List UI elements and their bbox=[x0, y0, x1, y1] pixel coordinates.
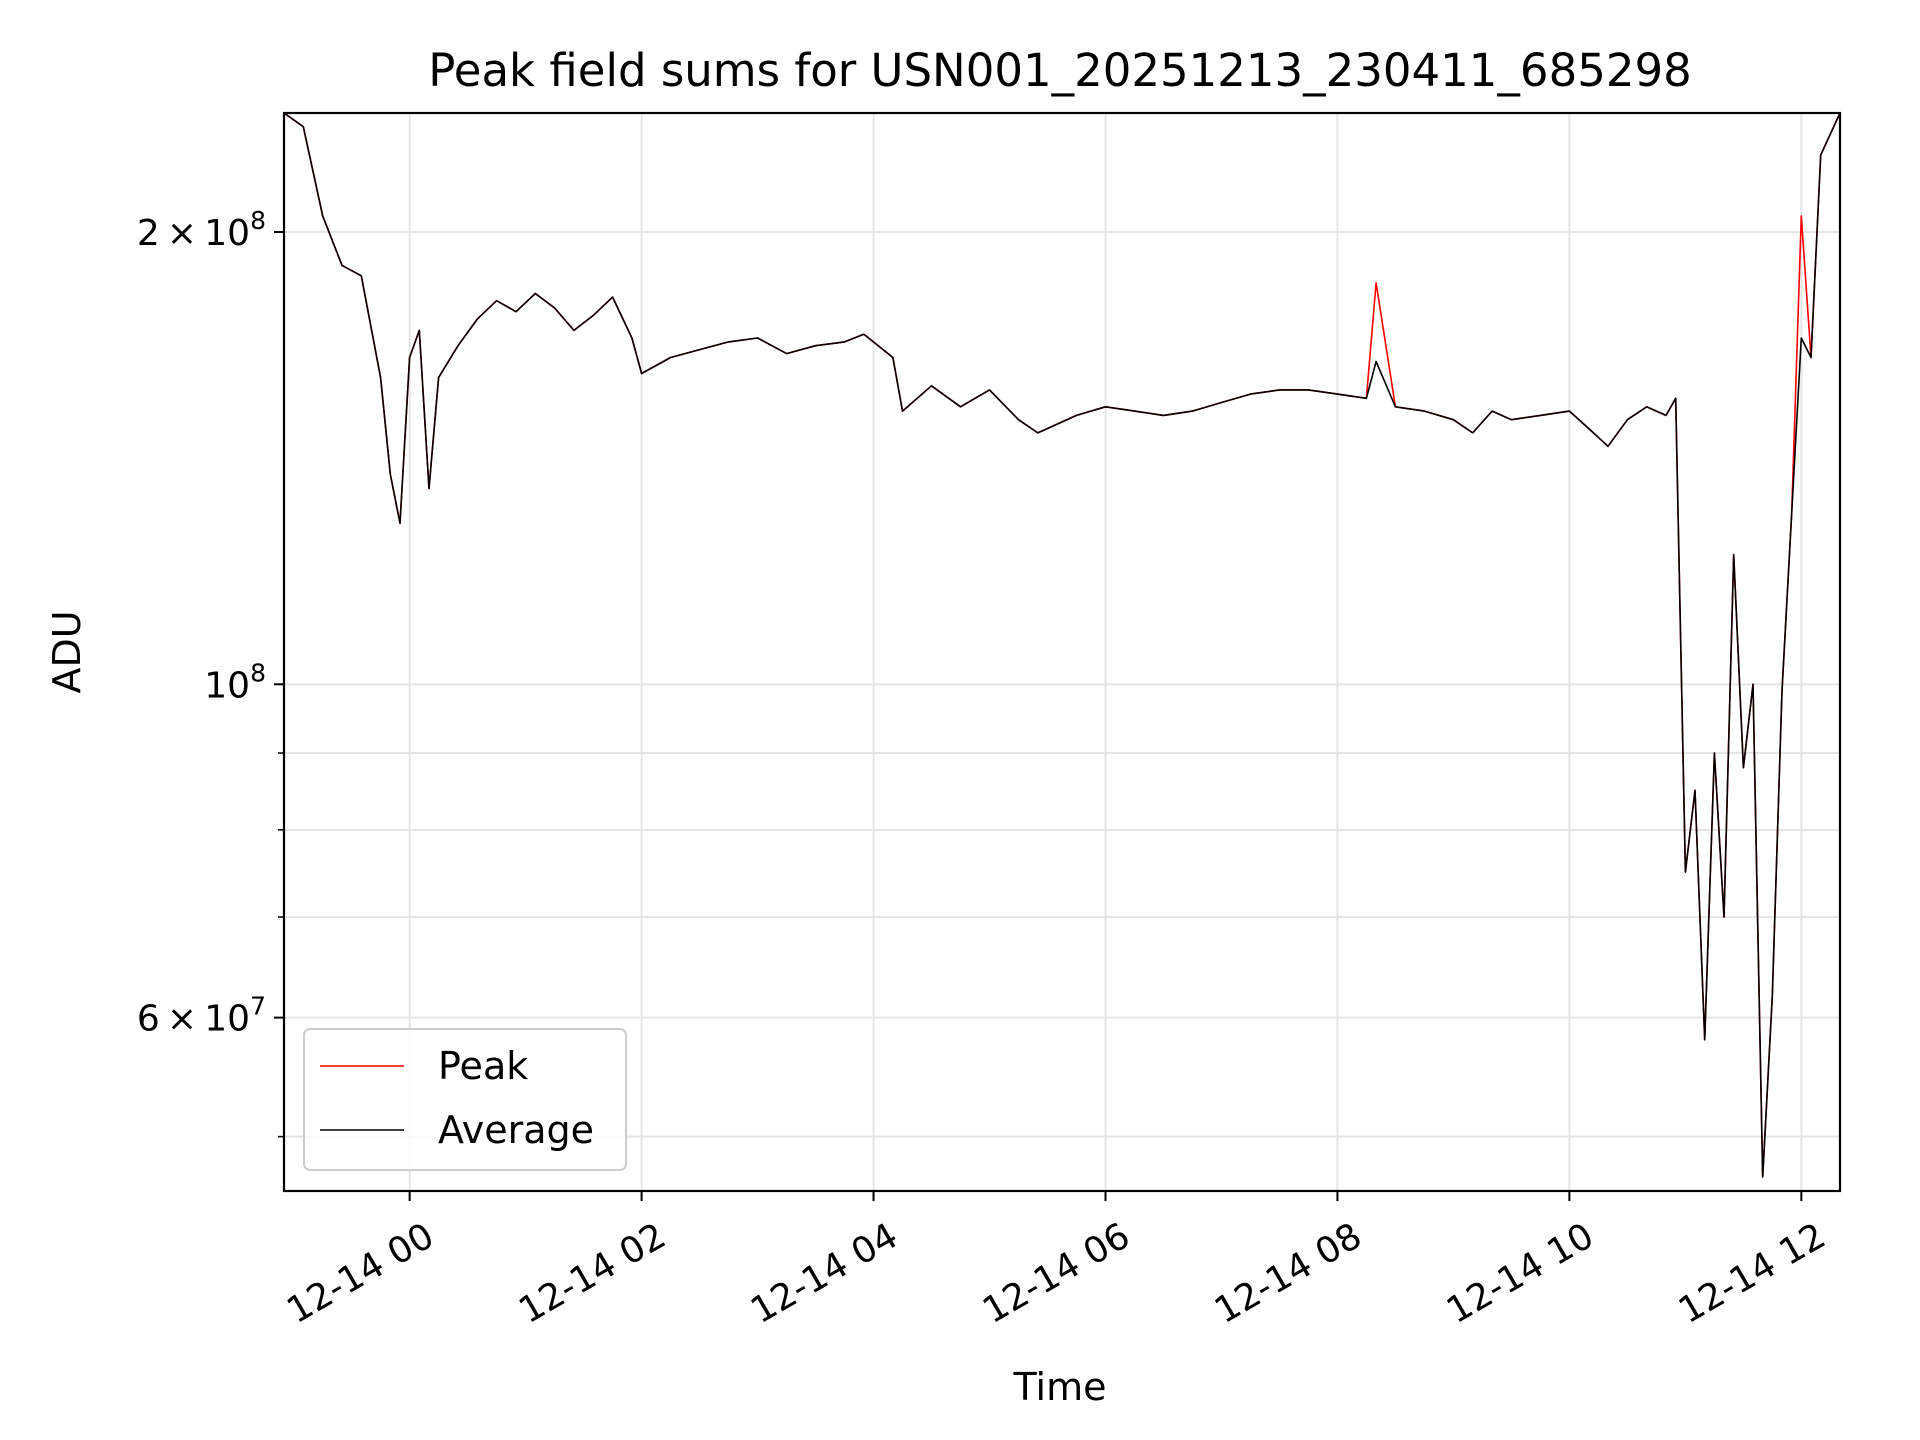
legend-label-average: Average bbox=[438, 1108, 594, 1152]
y-axis-title: ADU bbox=[45, 610, 89, 693]
y-axis: 6 × 107 108 2 × 108 bbox=[137, 206, 284, 1138]
series-line-average bbox=[284, 113, 1840, 1178]
plot-frame bbox=[282, 111, 1842, 1193]
x-axis-title: Time bbox=[1013, 1365, 1107, 1409]
legend-label-peak: Peak bbox=[438, 1044, 528, 1088]
series-layer bbox=[284, 113, 1840, 1178]
y-tick-label: 108 bbox=[204, 658, 266, 706]
chart-title: Peak field sums for USN001_20251213_2304… bbox=[428, 44, 1691, 97]
y-tick-label: 6 × 107 bbox=[137, 992, 266, 1040]
y-tick-label: 2 × 108 bbox=[137, 206, 266, 254]
legend-box bbox=[303, 1028, 627, 1171]
legend: Peak Average bbox=[303, 1028, 627, 1171]
